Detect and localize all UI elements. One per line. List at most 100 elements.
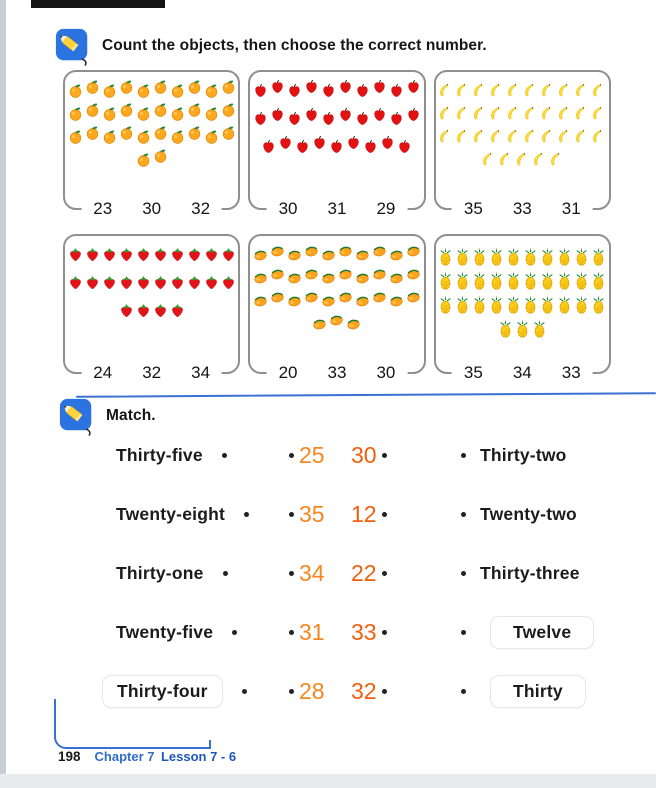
option-number[interactable]: 30 <box>376 363 396 382</box>
mango-icon <box>338 289 353 304</box>
match-right-word[interactable]: Thirty <box>490 675 586 708</box>
option-number[interactable]: 30 <box>278 199 298 218</box>
apple-icon <box>312 135 327 150</box>
pineapple-icon <box>506 247 521 267</box>
match-number[interactable]: 31 <box>299 619 325 645</box>
match-row: Twenty-eight 35 12 Twenty-two <box>6 485 656 544</box>
match-dot[interactable] <box>461 453 466 458</box>
orange-icon <box>204 129 219 144</box>
apple-icon <box>321 83 336 98</box>
match-dot[interactable] <box>381 689 387 694</box>
count-section-header: Count the objects, then choose the corre… <box>54 26 487 66</box>
match-dot[interactable] <box>381 512 387 517</box>
option-number[interactable]: 20 <box>278 363 298 382</box>
banana-icon <box>506 106 521 121</box>
banana-icon <box>455 83 470 98</box>
mango-icon <box>253 293 268 308</box>
fruit-row <box>440 271 604 291</box>
pineapple-icon <box>455 295 470 315</box>
match-dot[interactable] <box>241 689 247 694</box>
fruit-row <box>440 106 603 121</box>
match-number[interactable]: 28 <box>299 678 325 704</box>
option-number[interactable]: 32 <box>191 199 211 218</box>
mango-icon <box>304 289 319 304</box>
match-number[interactable]: 33 <box>351 619 377 645</box>
match-dot[interactable] <box>461 689 466 694</box>
match-dot[interactable] <box>461 512 466 517</box>
banana-icon <box>481 152 496 167</box>
pineapple-icon <box>438 247 453 267</box>
option-number[interactable]: 32 <box>142 363 162 382</box>
apple-icon <box>372 79 387 94</box>
strawberry-icon <box>119 275 134 290</box>
pineapple-icon <box>455 271 470 291</box>
apple-icon <box>253 111 268 126</box>
option-number[interactable]: 29 <box>376 199 396 218</box>
option-number[interactable]: 35 <box>463 363 483 382</box>
orange-icon <box>221 102 236 117</box>
orange-icon <box>136 106 151 121</box>
orange-icon <box>204 83 219 98</box>
option-number[interactable]: 35 <box>463 199 483 218</box>
mango-icon <box>389 270 404 285</box>
match-number[interactable]: 25 <box>299 442 325 468</box>
count-box-banana: 35 33 31 <box>433 70 611 219</box>
match-dot[interactable] <box>461 571 466 576</box>
match-dot[interactable] <box>244 512 250 517</box>
match-number[interactable]: 35 <box>299 501 325 527</box>
option-number[interactable]: 33 <box>561 363 581 382</box>
mango-icon <box>355 247 370 262</box>
match-dot[interactable] <box>289 630 294 635</box>
match-dot[interactable] <box>289 453 294 458</box>
option-number[interactable]: 33 <box>512 199 532 218</box>
pencil-icon <box>58 396 96 436</box>
match-left-word[interactable]: Thirty-one <box>116 563 204 583</box>
apple-icon <box>389 111 404 126</box>
strawberry-icon <box>187 247 202 262</box>
banana-icon <box>472 83 487 98</box>
option-number[interactable]: 31 <box>561 199 581 218</box>
mango-icon <box>253 247 268 262</box>
number-options: 35 34 33 <box>451 363 593 383</box>
match-dot[interactable] <box>381 571 387 576</box>
match-right-word[interactable]: Twenty-two <box>480 504 577 524</box>
option-number[interactable]: 34 <box>512 363 532 382</box>
match-dot[interactable] <box>381 453 387 458</box>
match-row: Twenty-five 31 33 Twelve <box>6 603 656 662</box>
match-number[interactable]: 22 <box>351 560 377 586</box>
match-dot[interactable] <box>221 453 227 458</box>
match-dot[interactable] <box>289 512 294 517</box>
option-number[interactable]: 30 <box>142 199 162 218</box>
apple-icon <box>406 107 421 122</box>
match-right-word[interactable]: Thirty-three <box>480 563 580 583</box>
match-left-word[interactable]: Twenty-five <box>116 622 214 642</box>
option-number[interactable]: 31 <box>327 199 347 218</box>
strawberry-icon <box>85 275 100 290</box>
option-number[interactable]: 34 <box>191 363 211 382</box>
match-left-word[interactable]: Twenty-eight <box>116 504 226 524</box>
apple-icon <box>389 83 404 98</box>
match-dot[interactable] <box>222 571 228 576</box>
option-number[interactable]: 33 <box>327 363 347 382</box>
match-right-word[interactable]: Thirty-two <box>480 445 567 465</box>
match-left-word[interactable]: Thirty-five <box>116 445 203 465</box>
match-number[interactable]: 30 <box>351 442 377 468</box>
match-number[interactable]: 12 <box>351 501 377 527</box>
match-right-word[interactable]: Twelve <box>490 616 595 649</box>
pineapple-icon <box>489 247 504 267</box>
match-dot[interactable] <box>289 689 294 694</box>
match-dot[interactable] <box>289 571 294 576</box>
option-number[interactable]: 23 <box>93 199 113 218</box>
option-number[interactable]: 24 <box>93 363 113 382</box>
match-number[interactable]: 32 <box>351 678 377 704</box>
orange-icon <box>153 125 168 140</box>
match-number[interactable]: 34 <box>299 560 325 586</box>
match-dot[interactable] <box>461 630 466 635</box>
match-dot[interactable] <box>232 630 238 635</box>
mango-icon <box>406 266 421 281</box>
fruit-row <box>69 275 234 290</box>
strawberry-icon <box>136 303 151 318</box>
mango-icon <box>270 243 285 258</box>
fruit-row <box>254 269 420 285</box>
match-dot[interactable] <box>381 630 387 635</box>
